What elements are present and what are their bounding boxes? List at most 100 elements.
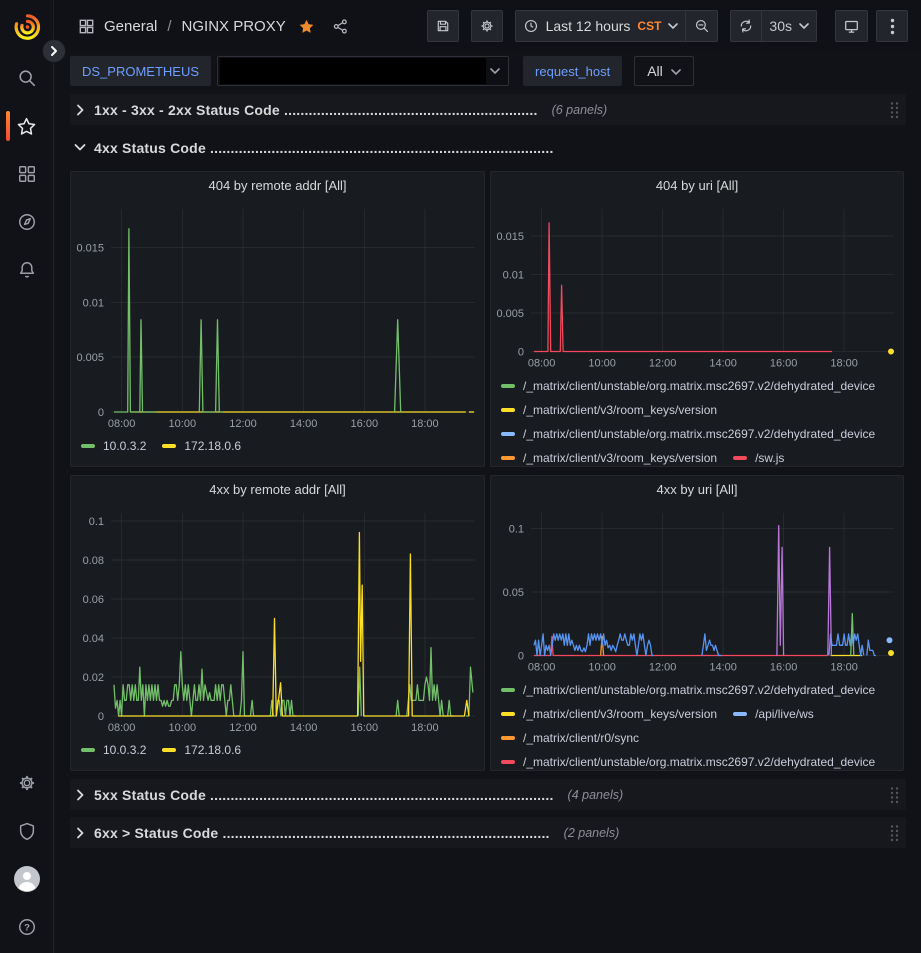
legend-color-swatch <box>501 383 515 388</box>
sidebar-item-explore[interactable] <box>0 198 54 246</box>
variable-host-value: All <box>647 63 663 79</box>
refresh-dashboard-button[interactable] <box>730 10 763 42</box>
zoom-out-time-button[interactable] <box>686 10 719 42</box>
dashboard-settings-button[interactable] <box>470 10 503 42</box>
chevron-right-icon <box>74 104 86 116</box>
row-header-5xx[interactable]: 5xx Status Code ........................… <box>70 779 906 810</box>
row-title: 1xx - 3xx - 2xx Status Code ............… <box>94 101 538 118</box>
sidebar-item-help[interactable]: ? <box>0 903 54 951</box>
row-header-1xx-3xx-2xx[interactable]: 1xx - 3xx - 2xx Status Code ............… <box>70 94 906 125</box>
chart-container: 08:00 10:00 12:00 14:00 16:00 18:00 0 0.005 0.01… <box>491 200 903 372</box>
share-icon <box>334 18 348 34</box>
row-drag-handle[interactable] <box>889 824 900 842</box>
time-series-chart[interactable]: 08:00 10:00 12:00 14:00 16:00 18:00 0 0.05 0.1 <box>491 504 903 676</box>
sidebar-expand-button[interactable] <box>42 39 66 63</box>
legend-label: /_matrix/client/unstable/org.matrix.msc2… <box>523 378 876 393</box>
row-header-4xx[interactable]: 4xx Status Code ........................… <box>70 132 906 163</box>
svg-text:0.05: 0.05 <box>503 587 524 599</box>
legend-item[interactable]: /_matrix/client/unstable/org.matrix.msc2… <box>501 678 875 702</box>
more-options-button[interactable] <box>876 10 908 42</box>
dashboard-toolbar: Last 12 hours CST 30s <box>415 10 908 42</box>
sidebar: ? <box>0 0 66 953</box>
favorite-star-button[interactable] <box>294 13 320 39</box>
tv-kiosk-mode-button[interactable] <box>835 10 868 42</box>
panel-title[interactable]: 404 by uri [All] <box>655 178 739 193</box>
legend-label: /api/live/ws <box>755 706 814 721</box>
sidebar-item-starred[interactable] <box>0 102 54 150</box>
legend-item[interactable]: /_matrix/client/unstable/org.matrix.msc2… <box>501 374 875 398</box>
legend-item[interactable]: /_matrix/client/r0/sync <box>501 726 639 750</box>
main-area: General / NGINX PROXY <box>54 0 921 953</box>
breadcrumb-section[interactable]: General <box>104 17 158 35</box>
panel-4xx-by-uri: 4xx by uri [All] 08:00 10:00 12:00 14:00 16:… <box>490 475 904 771</box>
user-avatar <box>13 866 40 892</box>
legend-color-swatch <box>501 711 515 716</box>
panel-title[interactable]: 404 by remote addr [All] <box>208 178 347 193</box>
legend-item[interactable]: /_matrix/client/unstable/org.matrix.msc2… <box>501 422 875 446</box>
sidebar-item-profile[interactable] <box>0 855 54 903</box>
chevron-down-icon <box>670 63 681 79</box>
time-series-chart[interactable]: 08:00 10:00 12:00 14:00 16:00 18:00 0 0.005 0.01… <box>71 200 484 432</box>
variable-value-request-host[interactable]: All <box>634 56 694 86</box>
svg-text:0.08: 0.08 <box>83 555 104 567</box>
legend-item[interactable]: /_matrix/client/v3/room_keys/version <box>501 702 717 726</box>
svg-text:0: 0 <box>518 651 524 663</box>
svg-text:08:00: 08:00 <box>108 722 136 734</box>
dashboards-grid-icon <box>18 166 35 182</box>
kebab-menu-icon <box>890 18 894 34</box>
legend-item[interactable]: 172.18.0.6 <box>162 738 241 762</box>
chevron-down-icon <box>490 62 500 80</box>
sidebar-item-alerting[interactable] <box>0 246 54 294</box>
clock-icon <box>524 19 537 33</box>
save-dashboard-button[interactable] <box>426 10 459 42</box>
time-range-picker[interactable]: Last 12 hours CST <box>514 10 687 42</box>
legend-item[interactable]: 10.0.3.2 <box>81 738 146 762</box>
variables-bar: DS_PROMETHEUS request_host All <box>54 52 921 94</box>
grafana-logo-icon <box>14 14 40 40</box>
row-drag-handle[interactable] <box>889 101 900 119</box>
legend-color-swatch <box>733 711 748 716</box>
bell-icon <box>19 262 34 278</box>
star-filled-icon <box>299 19 314 33</box>
dashboard-canvas: 1xx - 3xx - 2xx Status Code ............… <box>54 94 921 953</box>
sidebar-item-search[interactable] <box>0 54 54 102</box>
svg-text:10:00: 10:00 <box>588 662 616 674</box>
panel-title[interactable]: 4xx by remote addr [All] <box>209 482 346 497</box>
row-drag-handle[interactable] <box>889 786 900 804</box>
time-series-chart[interactable]: 08:00 10:00 12:00 14:00 16:00 18:00 0 0.005 0.01… <box>491 200 903 372</box>
svg-text:0: 0 <box>518 347 524 359</box>
legend-item[interactable]: /api/live/ws <box>733 702 814 726</box>
svg-text:16:00: 16:00 <box>770 662 798 674</box>
legend-color-swatch <box>501 455 515 460</box>
refresh-interval-dropdown[interactable]: 30s <box>762 10 817 42</box>
legend-label: 172.18.0.6 <box>184 439 242 453</box>
svg-text:0: 0 <box>98 711 104 723</box>
panel-title[interactable]: 4xx by uri [All] <box>656 482 738 497</box>
panel-4xx-by-remote-addr: 4xx by remote addr [All] 08:00 10:00 12:00… <box>70 475 485 771</box>
legend-item[interactable]: /_matrix/client/unstable/org.matrix.msc2… <box>501 750 875 771</box>
legend-color-swatch <box>81 748 95 752</box>
variable-value-ds-prometheus[interactable] <box>217 56 510 86</box>
legend-item[interactable]: 172.18.0.6 <box>162 434 241 458</box>
legend-item[interactable]: /_matrix/client/v3/room_keys/version <box>501 446 717 467</box>
variable-label-request-host[interactable]: request_host <box>523 56 623 86</box>
dashboards-mini-icon <box>76 13 96 39</box>
row-header-6xx[interactable]: 6xx > Status Code ......................… <box>70 817 906 848</box>
variable-label-ds-prometheus[interactable]: DS_PROMETHEUS <box>70 56 212 86</box>
svg-text:14:00: 14:00 <box>709 358 737 370</box>
grafana-logo[interactable] <box>0 0 54 54</box>
panel-404-by-remote-addr: 404 by remote addr [All] 08:00 10:00 12:00… <box>70 171 485 467</box>
legend-item[interactable]: /_matrix/client/v3/room_keys/version <box>501 398 717 422</box>
legend-color-swatch <box>501 735 515 740</box>
time-series-chart[interactable]: 08:00 10:00 12:00 14:00 16:00 18:00 0 0.02 0.04 0… <box>71 504 484 736</box>
share-dashboard-button[interactable] <box>328 13 354 39</box>
legend-item[interactable]: /sw.js <box>733 446 784 467</box>
sidebar-item-server-admin[interactable] <box>0 807 54 855</box>
legend-item[interactable]: 10.0.3.2 <box>81 434 146 458</box>
sidebar-item-configuration[interactable] <box>0 759 54 807</box>
monitor-icon <box>845 20 858 33</box>
sidebar-item-dashboards[interactable] <box>0 150 54 198</box>
legend-label: /_matrix/client/unstable/org.matrix.msc2… <box>523 682 876 697</box>
legend-color-swatch <box>501 431 515 436</box>
